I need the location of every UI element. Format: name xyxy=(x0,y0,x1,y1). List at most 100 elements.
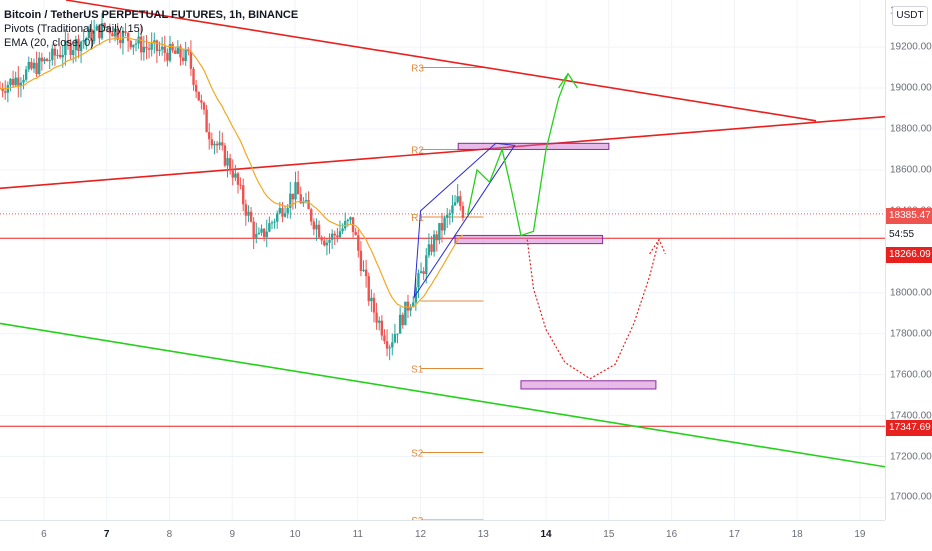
candle-body xyxy=(74,39,78,51)
pivot-label-r3: R3 xyxy=(411,64,424,75)
candle-body xyxy=(116,28,119,40)
candle-body xyxy=(315,224,318,230)
candle-body xyxy=(323,240,326,246)
candle-body xyxy=(121,31,125,44)
candle-body xyxy=(244,204,248,216)
candle-body xyxy=(11,78,15,86)
candle-body xyxy=(106,27,109,29)
candle-body xyxy=(192,68,195,85)
level-price-tag-2: 17347.69 xyxy=(886,420,932,436)
pivot-label-r1: R1 xyxy=(411,213,424,224)
candle-body xyxy=(325,242,329,246)
price-tick-label: 18000.00 xyxy=(890,287,932,299)
candle-body xyxy=(202,102,206,110)
candle-body xyxy=(409,307,412,311)
candle-body xyxy=(262,228,266,238)
candle-body xyxy=(163,46,166,53)
candle-body xyxy=(362,269,365,271)
candle-body xyxy=(317,224,321,238)
candle-body xyxy=(108,27,112,34)
candle-body xyxy=(200,100,203,103)
candle-body xyxy=(328,239,331,243)
candle-body xyxy=(30,62,33,69)
candle-body xyxy=(270,222,274,224)
candle-body xyxy=(438,223,441,241)
candle-body xyxy=(294,182,297,200)
candle-body xyxy=(35,62,38,75)
candle-body xyxy=(32,62,36,69)
candle-body xyxy=(370,297,373,302)
candle-body xyxy=(320,237,323,241)
candle-body xyxy=(43,58,46,62)
candle-body xyxy=(380,320,384,336)
candle-body xyxy=(111,33,114,37)
candle-body xyxy=(281,208,284,217)
candle-body xyxy=(56,54,59,56)
candle-body xyxy=(64,40,67,56)
pivot-label-s2: S2 xyxy=(411,448,424,459)
candle-body xyxy=(215,143,219,146)
candle-body xyxy=(296,182,300,195)
price-tick-label: 18800.00 xyxy=(890,123,932,135)
candle-body xyxy=(213,143,216,146)
pivots-indicator-label[interactable]: Pivots (Traditional, Daily, 15) xyxy=(4,23,144,35)
price-tick-label: 17400.00 xyxy=(890,410,932,422)
candle-body xyxy=(302,201,305,204)
candle-body xyxy=(364,269,368,277)
currency-button[interactable]: USDT xyxy=(892,6,928,26)
price-tick-label: 17200.00 xyxy=(890,451,932,463)
time-axis[interactable]: 6 7 8 9 10 11 12 13 14 15 16 17 18 19 xyxy=(0,520,885,551)
candle-body xyxy=(336,235,339,238)
candle-body xyxy=(134,43,138,45)
price-axis[interactable]: 19200.0019000.0018800.0018600.0018400.00… xyxy=(885,0,932,520)
candle-body xyxy=(82,39,85,42)
candle-body xyxy=(453,202,457,206)
candle-body xyxy=(158,49,161,52)
candle-body xyxy=(299,194,302,204)
candle-body xyxy=(90,28,93,42)
candle-body xyxy=(69,43,72,56)
candle-body xyxy=(257,232,261,234)
candle-body xyxy=(24,69,28,80)
candle-body xyxy=(4,91,7,93)
candle-body xyxy=(17,77,20,86)
time-tick-label: 17 xyxy=(728,529,740,540)
candle-body xyxy=(103,23,106,28)
candle-body xyxy=(378,320,381,323)
ema-indicator-label[interactable]: EMA (20, close, 0) xyxy=(4,37,94,49)
candle-body xyxy=(22,79,25,83)
candle-body xyxy=(375,312,378,323)
candle-body xyxy=(95,25,98,31)
time-tick-label: 15 xyxy=(603,529,615,540)
candle-body xyxy=(221,142,224,146)
candle-body xyxy=(72,50,75,56)
ema-line xyxy=(0,36,464,308)
candle-body xyxy=(307,200,310,210)
level-price-tag-1: 18266.09 xyxy=(886,247,932,263)
price-chart[interactable]: R3R2R1S1S2S3 xyxy=(0,0,886,527)
candle-body xyxy=(79,41,83,52)
chart-area[interactable]: R3R2R1S1S2S3 Bitcoin / TetherUS PERPETUA… xyxy=(0,0,886,527)
candle-body xyxy=(210,139,214,146)
candle-body xyxy=(27,62,30,70)
candle-body xyxy=(461,205,465,218)
candle-body xyxy=(38,57,41,75)
candle-body xyxy=(77,39,80,52)
price-tick-label: 18600.00 xyxy=(890,164,932,176)
price-tick-label: 17600.00 xyxy=(890,369,932,381)
candle-body xyxy=(260,228,263,233)
candle-body xyxy=(372,297,376,313)
time-tick-label: 13 xyxy=(477,529,489,540)
candle-body xyxy=(391,342,394,348)
candle-body xyxy=(14,77,17,86)
candle-body xyxy=(179,46,182,58)
candle-body xyxy=(226,158,229,166)
candle-body xyxy=(129,40,132,48)
candle-body xyxy=(242,185,245,205)
candle-body xyxy=(330,233,334,240)
candle-body xyxy=(359,250,363,271)
time-tick-label: 7 xyxy=(103,529,110,540)
candle-body xyxy=(87,28,91,39)
candle-body xyxy=(100,23,104,39)
candle-body xyxy=(166,52,169,61)
